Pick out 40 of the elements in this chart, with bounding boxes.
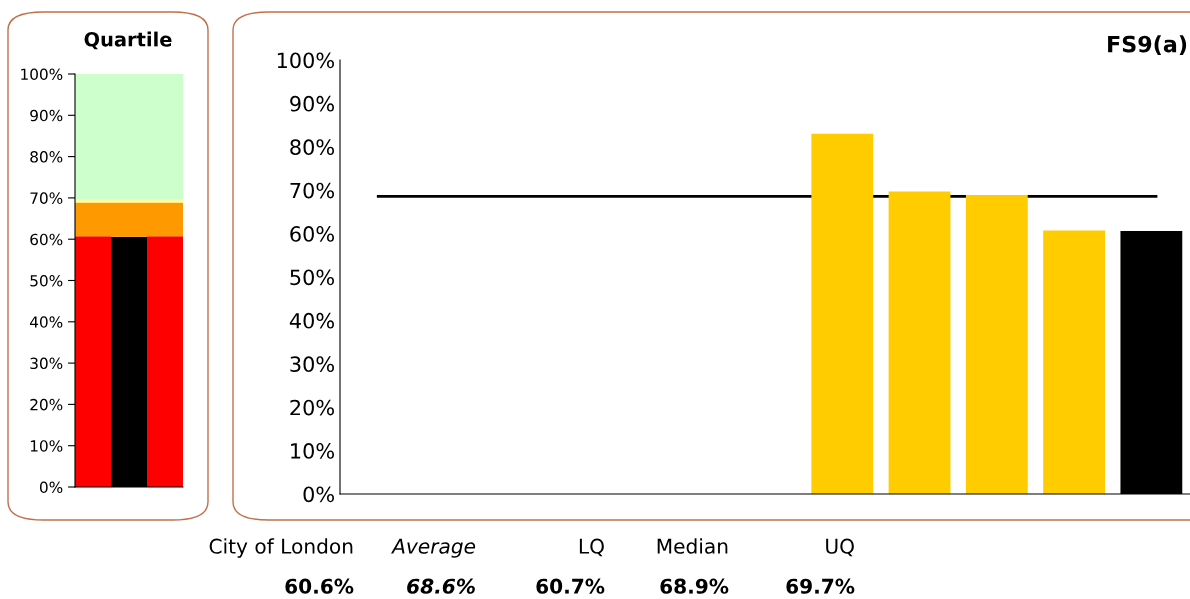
y-tick-label: 50% [30, 274, 63, 287]
y-tick-label: 60% [290, 226, 334, 242]
y-tick-label: 50% [290, 269, 334, 286]
y-tick-label: 90% [290, 95, 334, 112]
y-tick-label: 0% [39, 481, 63, 494]
text: Average [391, 538, 476, 558]
y-tick-label: 90% [30, 109, 63, 122]
text: City of London [209, 538, 353, 558]
y-tick-label: 10% [30, 440, 63, 452]
text: LQ [579, 538, 604, 557]
y-tick-label: 100% [277, 52, 334, 69]
y-tick-label: 30% [30, 357, 63, 370]
text: UQ [826, 538, 854, 557]
y-tick-label: 20% [290, 399, 334, 416]
y-tick-label: 70% [30, 192, 63, 204]
y-tick-label: 40% [289, 312, 334, 329]
y-tick-label: 40% [29, 316, 63, 328]
bar [965, 194, 1028, 494]
chart-title: Quartile [84, 31, 172, 50]
y-tick-label: 0% [303, 486, 334, 503]
text: 68.6% [407, 578, 475, 594]
text: 68.9% [660, 578, 729, 594]
text: 60.7% [536, 578, 605, 594]
y-tick-label: 30% [290, 356, 334, 373]
y-tick-label: 10% [291, 443, 334, 459]
bar [75, 236, 111, 487]
chart-title: FS9(a) [1108, 35, 1187, 56]
bar [811, 133, 874, 494]
bar [888, 191, 951, 494]
text: Median [657, 538, 728, 554]
y-tick-label: 80% [30, 151, 63, 163]
bar [1043, 230, 1105, 494]
y-tick-label: 80% [290, 139, 334, 156]
y-tick-label: 60% [30, 233, 63, 246]
bar [147, 236, 183, 487]
y-tick-label: 100% [21, 68, 63, 81]
y-tick-label: 70% [290, 182, 334, 199]
y-tick-label: 20% [30, 398, 63, 411]
text: 69.7% [786, 578, 855, 594]
text: 60.6% [285, 578, 354, 594]
